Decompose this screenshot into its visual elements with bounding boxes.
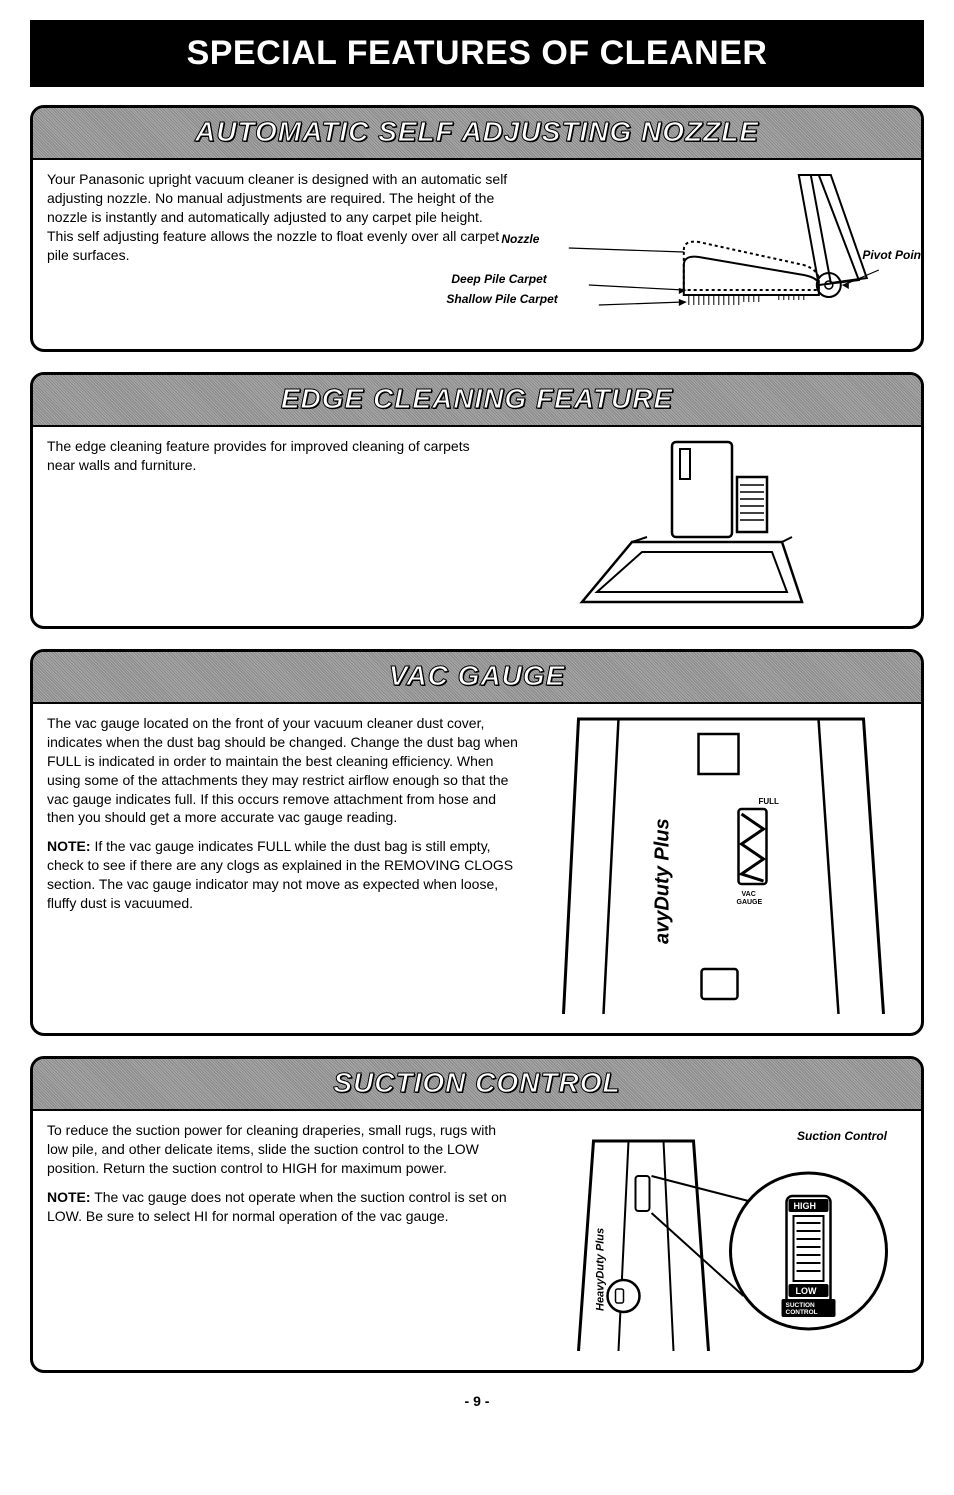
- section-nozzle-header: AUTOMATIC SELF ADJUSTING NOZZLE: [33, 108, 921, 160]
- label-shallow-pile: Shallow Pile Carpet: [446, 292, 557, 306]
- section-edge-header: EDGE CLEANING FEATURE: [33, 375, 921, 427]
- vac-description: The vac gauge located on the front of yo…: [47, 714, 520, 827]
- section-nozzle: AUTOMATIC SELF ADJUSTING NOZZLE Your Pan…: [30, 105, 924, 352]
- svg-text:VAC: VAC: [742, 891, 756, 898]
- edge-description: The edge cleaning feature provides for i…: [47, 437, 477, 475]
- section-vac-gauge: VAC GAUGE The vac gauge located on the f…: [30, 649, 924, 1036]
- section-suction: SUCTION CONTROL To reduce the suction po…: [30, 1056, 924, 1373]
- label-deep-pile: Deep Pile Carpet: [451, 272, 546, 286]
- label-pivot: Pivot Point: [862, 248, 924, 262]
- vac-diagram: FULL VAC GAUGE avyDuty Plus: [520, 714, 907, 1019]
- section-vac-header: VAC GAUGE: [33, 652, 921, 704]
- suction-description: To reduce the suction power for cleaning…: [47, 1121, 520, 1178]
- label-nozzle: Nozzle: [501, 232, 539, 246]
- section-nozzle-body: Your Panasonic upright vacuum cleaner is…: [33, 160, 921, 349]
- section-edge: EDGE CLEANING FEATURE The edge cleaning …: [30, 372, 924, 629]
- suction-note-text: The vac gauge does not operate when the …: [47, 1189, 507, 1224]
- svg-text:SUCTION: SUCTION: [786, 1302, 816, 1309]
- section-suction-header: SUCTION CONTROL: [33, 1059, 921, 1111]
- svg-text:avyDuty Plus: avyDuty Plus: [652, 818, 674, 944]
- section-edge-body: The edge cleaning feature provides for i…: [33, 427, 921, 626]
- section-suction-body: To reduce the suction power for cleaning…: [33, 1111, 921, 1370]
- svg-text:HIGH: HIGH: [794, 1201, 817, 1211]
- vac-note: NOTE: If the vac gauge indicates FULL wh…: [47, 837, 520, 913]
- nozzle-diagram: Nozzle Deep Pile Carpet Shallow Pile Car…: [511, 170, 907, 335]
- nozzle-description: Your Panasonic upright vacuum cleaner is…: [47, 170, 511, 264]
- page-main-title: SPECIAL FEATURES OF CLEANER: [30, 20, 924, 87]
- suction-note: NOTE: The vac gauge does not operate whe…: [47, 1188, 520, 1226]
- suction-note-label: NOTE:: [47, 1189, 91, 1205]
- label-full-svg: FULL: [759, 797, 780, 806]
- svg-text:GAUGE: GAUGE: [737, 899, 763, 906]
- suction-diagram: HeavyDuty Plus: [520, 1121, 907, 1356]
- vac-note-text: If the vac gauge indicates FULL while th…: [47, 838, 513, 911]
- edge-diagram: [477, 437, 907, 612]
- svg-text:HeavyDuty Plus: HeavyDuty Plus: [595, 1228, 607, 1311]
- section-vac-body: The vac gauge located on the front of yo…: [33, 704, 921, 1033]
- vac-note-label: NOTE:: [47, 838, 91, 854]
- svg-text:LOW: LOW: [796, 1286, 817, 1296]
- svg-text:CONTROL: CONTROL: [786, 1309, 818, 1316]
- label-suction-control: Suction Control: [797, 1129, 887, 1143]
- page-number: - 9 -: [30, 1393, 924, 1409]
